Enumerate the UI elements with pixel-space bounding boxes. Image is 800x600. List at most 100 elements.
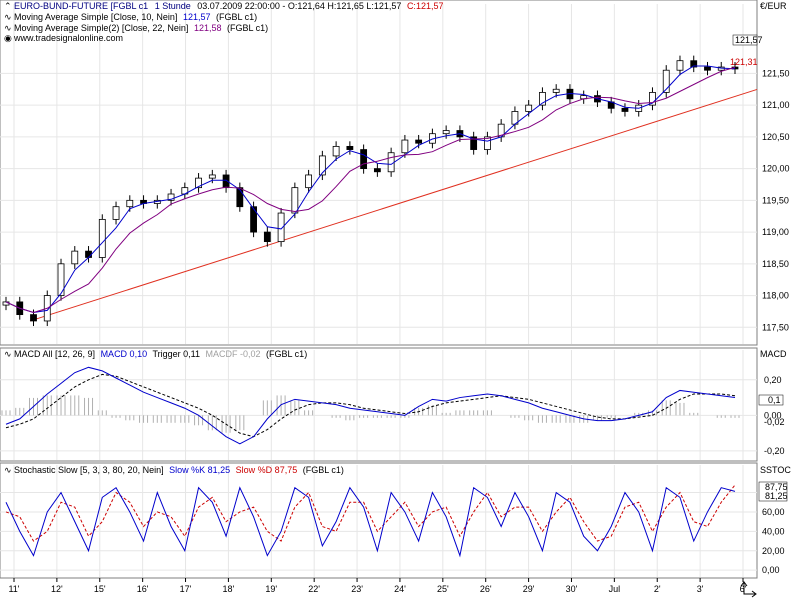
price-tick-label: 121,00 xyxy=(762,100,790,110)
macd-panel xyxy=(0,347,758,462)
candle-body xyxy=(126,199,134,208)
candle-body xyxy=(346,145,354,150)
sma22-marker: ∿ xyxy=(4,23,12,33)
corner-arrow-icon[interactable] xyxy=(743,583,755,595)
macd-legend: MACD All [12, 26, 9] MACD 0,10 Trigger 0… xyxy=(14,349,307,359)
x-tick-label: 2' xyxy=(654,584,661,594)
candle-body xyxy=(442,130,450,135)
x-tick-label: 30' xyxy=(566,584,578,594)
x-tick-label: 12' xyxy=(51,584,63,594)
stoch-d-tag: 87,75 xyxy=(765,482,788,492)
stoch-grid xyxy=(0,465,757,577)
x-tick-label: 25' xyxy=(437,584,449,594)
x-tick-label: 18' xyxy=(223,584,235,594)
trendline xyxy=(29,88,758,322)
price-unit: €/EUR xyxy=(760,1,787,11)
candle-body xyxy=(360,149,368,170)
moving-averages xyxy=(5,65,736,314)
candle-body xyxy=(305,174,313,189)
sma22-legend: Moving Average Simple(2) [Close, 22, Nei… xyxy=(14,23,268,33)
stoch-unit: SSTOC xyxy=(760,465,791,475)
price-title: EURO-BUND-FUTURE [FGBL c1 1 Stunde 03.07… xyxy=(14,1,443,11)
price-tick-label: 117,50 xyxy=(762,322,789,332)
candle-body xyxy=(236,187,244,208)
candle-body xyxy=(71,250,79,265)
sma10-marker: ∿ xyxy=(4,12,12,22)
stoch-tick-label: 0,00 xyxy=(762,565,780,575)
candle-body xyxy=(470,136,478,150)
candle-body xyxy=(277,212,285,243)
last-price-tag: 121,57 xyxy=(735,35,763,45)
candle-body xyxy=(112,206,120,220)
price-panel xyxy=(0,0,758,346)
x-tick-label: 23' xyxy=(351,584,363,594)
x-tick-label: 15' xyxy=(94,584,106,594)
stoch-d-line xyxy=(5,484,736,542)
candle-body xyxy=(415,139,423,144)
candle-body xyxy=(704,66,711,71)
candle-body xyxy=(676,60,684,71)
globe-icon: ◉ xyxy=(4,33,12,43)
trendline-tag: 121,31 xyxy=(730,57,758,67)
candle-body xyxy=(167,193,175,201)
stoch-tag-box xyxy=(758,481,788,502)
x-tick-label: 29' xyxy=(523,584,535,594)
source-link[interactable]: www.tradesignalonline.com xyxy=(13,33,123,43)
trendline-line xyxy=(29,88,758,322)
candle-body xyxy=(662,69,670,93)
candle-body xyxy=(195,177,202,189)
candle-body xyxy=(57,263,65,296)
x-tick-label: 19' xyxy=(265,584,277,594)
candles xyxy=(2,55,739,327)
price-tick-label: 118,00 xyxy=(762,291,789,301)
x-tick-label: 11' xyxy=(8,584,19,594)
sma10-legend: Moving Average Simple [Close, 10, Nein] … xyxy=(14,12,257,22)
macd-line xyxy=(5,366,736,445)
candle-body xyxy=(373,168,381,173)
resize-arrows-icon[interactable] xyxy=(740,581,757,598)
macd-y-axis: 0,20 0,00 -0,20 xyxy=(764,375,785,456)
candle-body xyxy=(222,174,230,189)
stoch-k-tag: 81,25 xyxy=(765,491,788,501)
macd-marker: ∿ xyxy=(4,349,12,359)
candle-body xyxy=(30,314,37,322)
stoch-panel xyxy=(0,462,758,579)
macd-trigger-line xyxy=(5,373,736,438)
macd-lines xyxy=(5,366,736,445)
x-tick-label: 3' xyxy=(697,584,704,594)
macd-trigger-tag-box xyxy=(758,394,784,406)
sma22-line xyxy=(5,66,736,314)
price-tick-label: 119,00 xyxy=(762,227,789,237)
stoch-marker: ∿ xyxy=(4,465,12,475)
x-tick-label: 16' xyxy=(137,584,149,594)
price-y-axis: 117,50 118,00 118,50 119,00 119,50 120,00 120,… xyxy=(762,68,790,332)
stoch-tick-label: 60,00 xyxy=(762,507,785,517)
stoch-k-line xyxy=(5,486,736,558)
candle-body xyxy=(208,174,216,179)
price-tick-label: 119,50 xyxy=(762,195,789,205)
x-tick-label: 24' xyxy=(394,584,406,594)
macd-hist-tag: -0,02 xyxy=(764,417,785,427)
last-price-tag-box xyxy=(732,34,758,46)
candle-body xyxy=(98,218,106,258)
candle-body xyxy=(401,139,409,154)
stoch-tick-label: 20,00 xyxy=(762,546,785,556)
macd-tick-label: 0,00 xyxy=(764,410,782,420)
candle-body xyxy=(539,92,546,106)
x-axis: 11' 12' 15' 16' 17' 18' 19' 22' 23' 24' 25' 26' 29' 3… xyxy=(8,578,747,594)
candle-body xyxy=(291,187,299,214)
sma10-line xyxy=(5,65,736,314)
candle-body xyxy=(690,60,698,68)
price-header-arrow: ⌃ xyxy=(4,1,12,11)
macd-histogram xyxy=(1,395,740,433)
stoch-lines xyxy=(5,484,736,558)
x-tick-label: 6' xyxy=(740,584,747,594)
candle-body xyxy=(621,107,629,112)
macd-tick-label: -0,20 xyxy=(764,446,785,456)
price-tick-label: 118,50 xyxy=(762,259,789,269)
stoch-legend: Stochastic Slow [5, 3, 3, 80, 20, Nein] … xyxy=(14,465,344,475)
price-tick-label: 121,50 xyxy=(762,68,790,78)
x-tick-label: 22' xyxy=(308,584,320,594)
candle-body xyxy=(552,88,560,93)
